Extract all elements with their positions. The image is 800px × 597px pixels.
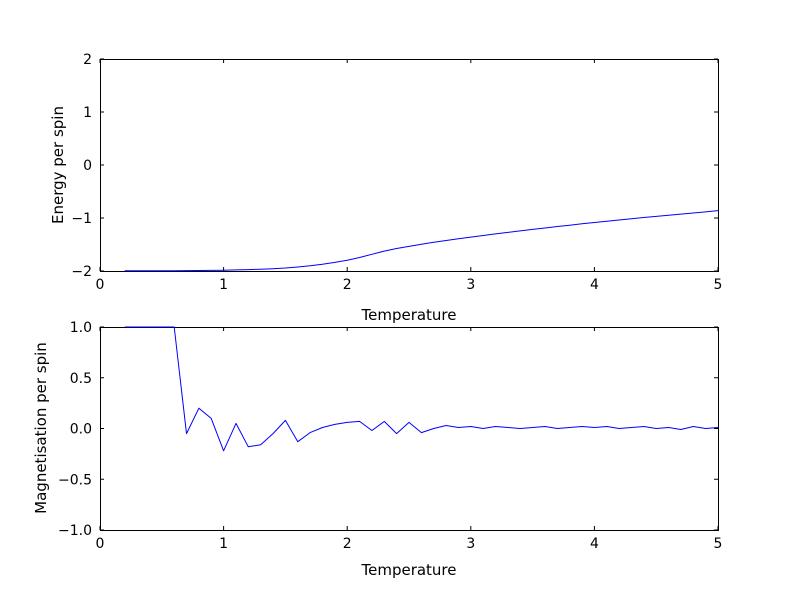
x-tick-label: 4 xyxy=(590,536,599,552)
y-tick-label: −1.0 xyxy=(58,523,92,539)
x-tick-label: 0 xyxy=(96,536,105,552)
magnetisation-plot: 0 1 2 3 4 5 −1.0 −0.5 0.0 0.5 1.0 xyxy=(58,320,722,552)
x-tick-label: 5 xyxy=(714,277,723,293)
x-tick-label: 1 xyxy=(219,277,228,293)
x-tick-label: 5 xyxy=(714,536,723,552)
y-tick-label: 0.0 xyxy=(70,422,92,438)
magnetisation-x-axis-label: Temperature xyxy=(361,561,457,579)
x-tick-label: 4 xyxy=(590,277,599,293)
x-tick-label: 3 xyxy=(466,536,475,552)
axes-frame xyxy=(100,59,719,272)
y-tick-label: 1 xyxy=(83,105,92,121)
x-tick-label: 3 xyxy=(466,277,475,293)
y-tick-label: −0.5 xyxy=(58,472,92,488)
y-tick-label: −1 xyxy=(71,211,92,227)
energy-per-spin-line xyxy=(124,210,719,272)
x-tick-label: 1 xyxy=(219,536,228,552)
energy-plot: 0 1 2 3 4 5 −2 −1 0 1 2 xyxy=(71,52,722,293)
x-tick-label: 2 xyxy=(343,536,352,552)
x-tick-label: 0 xyxy=(96,277,105,293)
y-tick-label: 0.5 xyxy=(70,371,92,387)
axes-frame xyxy=(100,327,719,531)
magnetisation-y-axis-label: Magnetisation per spin xyxy=(32,342,50,514)
energy-x-axis-label: Temperature xyxy=(361,306,457,324)
x-tick-label: 2 xyxy=(343,277,352,293)
y-tick-label: 1.0 xyxy=(70,320,92,336)
energy-y-axis-label: Energy per spin xyxy=(49,106,67,224)
y-tick-label: −2 xyxy=(71,264,92,280)
y-tick-label: 0 xyxy=(83,158,92,174)
magnetisation-per-spin-line xyxy=(124,326,719,452)
y-tick-label: 2 xyxy=(83,52,92,68)
